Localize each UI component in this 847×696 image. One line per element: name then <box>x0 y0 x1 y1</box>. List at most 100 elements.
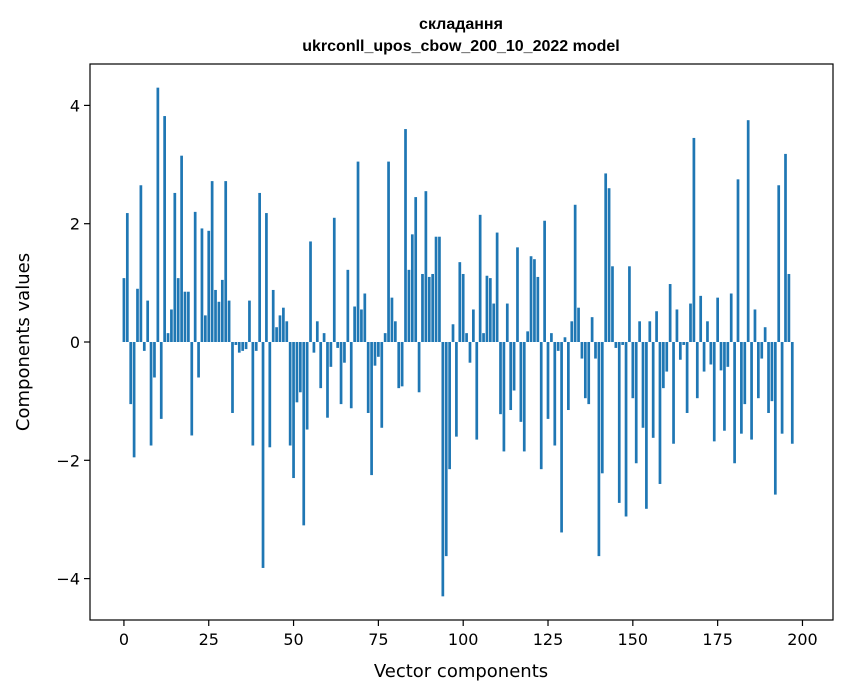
bar-component-116 <box>516 247 519 342</box>
bar-component-127 <box>553 342 557 446</box>
x-tick-label: 50 <box>283 630 303 649</box>
bar-component-20 <box>190 342 194 436</box>
bar-component-140 <box>597 342 601 557</box>
bar-component-83 <box>404 129 407 342</box>
bar-component-120 <box>529 256 533 342</box>
bar-component-44 <box>271 289 275 342</box>
bar-component-86 <box>414 197 418 342</box>
bar-component-195 <box>784 153 787 342</box>
bar-component-114 <box>509 342 513 411</box>
bar-component-43 <box>268 342 272 448</box>
bar-component-9 <box>153 342 156 378</box>
bar-component-101 <box>465 333 468 342</box>
bar-component-2 <box>129 342 133 405</box>
bar-component-194 <box>780 342 784 434</box>
y-tick-label: 0 <box>70 333 80 352</box>
y-axis-label: Components values <box>13 253 34 431</box>
bar-component-81 <box>397 342 401 389</box>
bar-component-172 <box>706 321 709 342</box>
bar-component-112 <box>502 342 506 452</box>
bar-component-162 <box>672 342 675 444</box>
bar-component-23 <box>200 228 204 342</box>
bar-component-155 <box>648 321 652 342</box>
bar-component-133 <box>573 204 577 342</box>
bar-component-3 <box>132 342 136 458</box>
bar-component-105 <box>478 214 482 342</box>
bar-component-181 <box>736 179 740 342</box>
bar-component-84 <box>407 269 411 342</box>
bar-component-144 <box>611 266 614 342</box>
bar-component-1 <box>125 213 129 342</box>
y-axis-ticks: −4 −2 0 2 4 <box>56 96 90 589</box>
bar-component-188 <box>760 342 764 359</box>
bar-component-147 <box>621 342 625 345</box>
bar-component-62 <box>332 217 336 342</box>
bar-component-132 <box>570 321 574 342</box>
bar-component-88 <box>421 273 424 342</box>
bar-component-87 <box>417 342 421 393</box>
bar-component-152 <box>638 321 641 342</box>
bar-component-75 <box>377 342 380 357</box>
bar-component-36 <box>244 342 248 350</box>
bar-component-119 <box>526 331 530 342</box>
bar-component-82 <box>400 342 404 387</box>
chart-title: складання <box>419 16 503 33</box>
bar-component-34 <box>237 342 241 353</box>
bar-component-76 <box>380 342 384 428</box>
bar-component-31 <box>227 300 231 342</box>
bar-component-178 <box>726 342 730 367</box>
bar-component-135 <box>580 342 584 359</box>
bar-component-32 <box>231 342 234 413</box>
bar-component-47 <box>282 307 285 342</box>
bar-component-176 <box>719 342 723 371</box>
bar-component-190 <box>767 342 770 413</box>
bar-component-10 <box>156 87 160 342</box>
bar-component-182 <box>740 342 743 434</box>
bar-component-196 <box>787 273 791 342</box>
x-axis-label: Vector components <box>374 661 548 682</box>
bar-component-126 <box>550 333 553 342</box>
y-tick-label: −4 <box>56 570 80 589</box>
bar-component-71 <box>363 293 367 342</box>
bar-component-13 <box>166 333 170 342</box>
x-tick-label: 25 <box>199 630 219 649</box>
bar-component-70 <box>360 309 363 342</box>
bar-component-129 <box>560 342 563 533</box>
bar-component-25 <box>207 230 211 342</box>
bar-component-65 <box>343 342 346 363</box>
bar-component-54 <box>305 342 309 430</box>
bar-component-96 <box>448 342 451 470</box>
bar-component-183 <box>743 342 747 405</box>
plot-frame <box>89 63 834 621</box>
bar-component-5 <box>139 185 143 342</box>
bar-component-74 <box>373 342 377 366</box>
bar-component-27 <box>214 289 217 342</box>
bar-component-165 <box>682 342 686 345</box>
bar-component-78 <box>387 161 390 342</box>
x-tick-label: 0 <box>119 630 129 649</box>
bar-component-156 <box>651 342 655 438</box>
bar-component-138 <box>590 317 594 342</box>
bar-component-107 <box>485 275 489 342</box>
bar-component-42 <box>265 213 268 342</box>
bar-component-41 <box>261 342 265 568</box>
bar-component-184 <box>746 120 750 342</box>
bar-component-143 <box>607 188 611 342</box>
bar-component-50 <box>292 342 295 479</box>
bar-component-137 <box>587 342 591 405</box>
bar-component-48 <box>285 321 289 342</box>
bar-component-85 <box>410 234 414 342</box>
bar-component-189 <box>763 327 767 342</box>
bar-component-57 <box>315 321 319 342</box>
bar-component-169 <box>695 342 699 399</box>
bar-component-6 <box>142 342 146 351</box>
x-tick-label: 150 <box>618 630 649 649</box>
bar-component-142 <box>604 173 608 342</box>
bar-component-130 <box>563 337 567 342</box>
bar-component-12 <box>163 116 166 342</box>
bar-component-148 <box>624 342 628 517</box>
bar-component-158 <box>658 342 662 484</box>
bar-component-79 <box>390 297 394 342</box>
bar-component-113 <box>505 303 509 342</box>
